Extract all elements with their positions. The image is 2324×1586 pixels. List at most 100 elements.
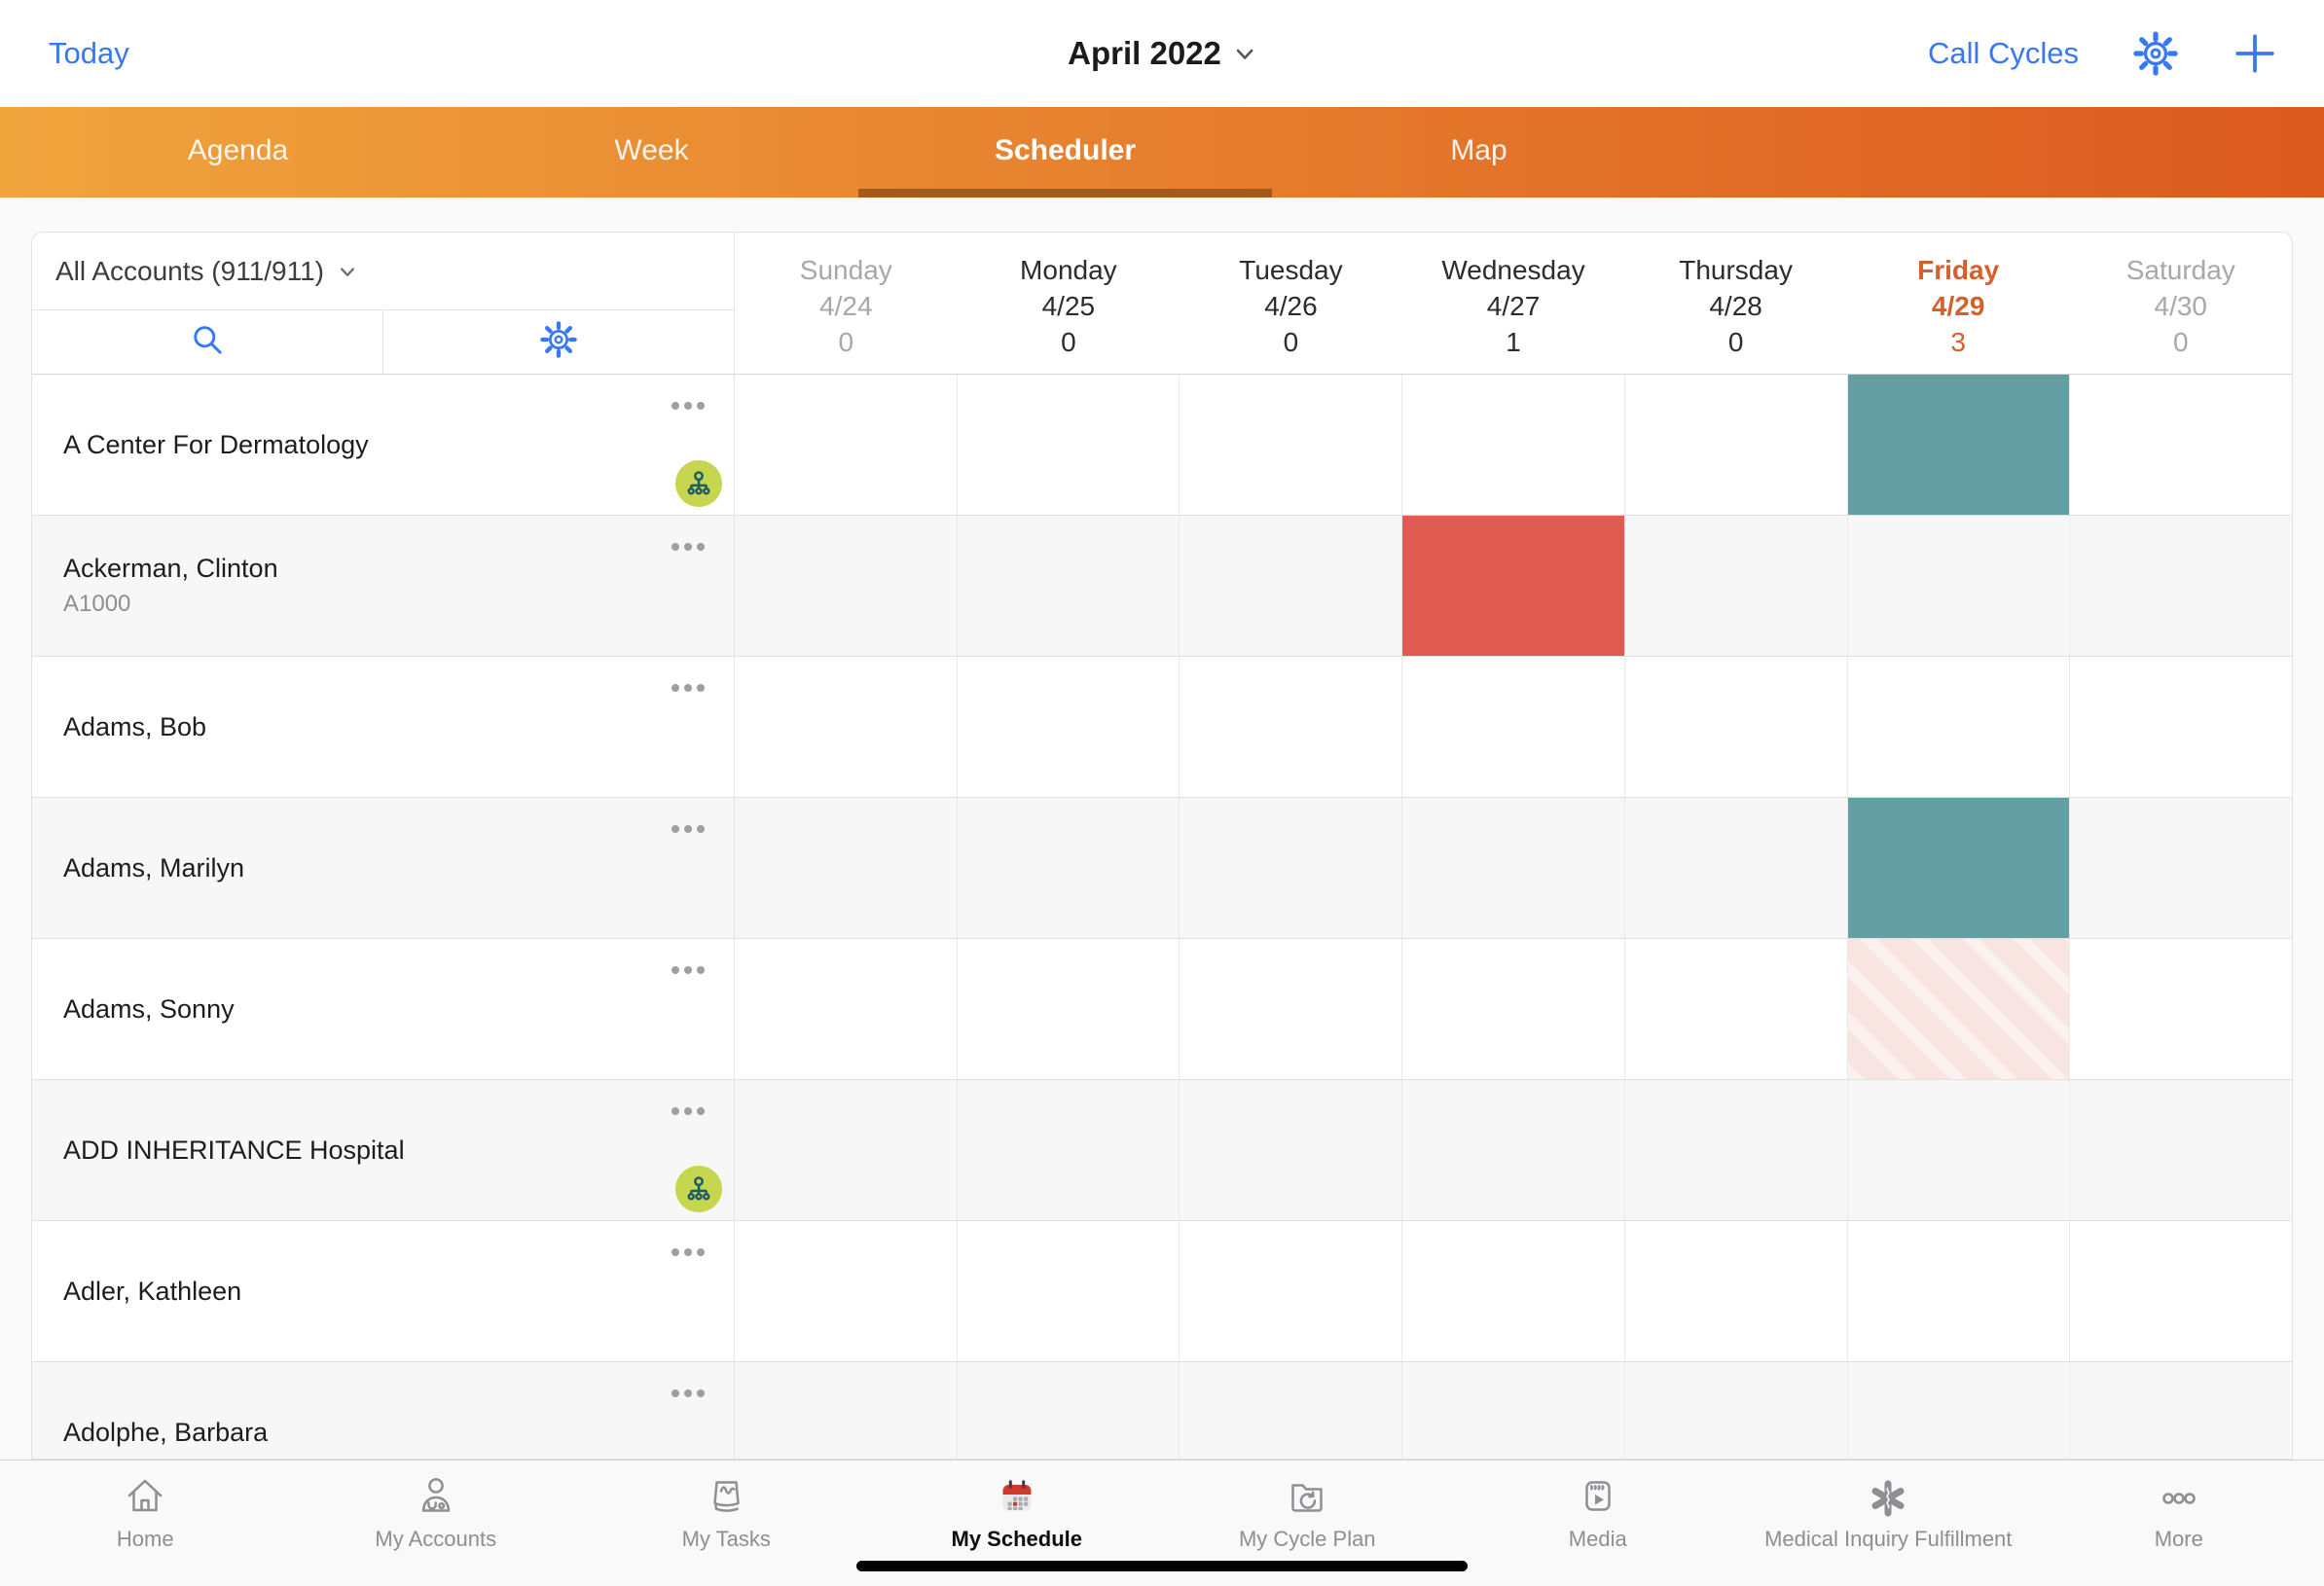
schedule-cell-ackerman-clinton-thursday[interactable]: [1623, 516, 1847, 656]
schedule-cell-adams-sonny-wednesday[interactable]: [1401, 939, 1624, 1079]
schedule-cell-adams-marilyn-tuesday[interactable]: [1179, 798, 1401, 938]
schedule-cell-ackerman-clinton-tuesday[interactable]: [1179, 516, 1401, 656]
schedule-cell-ackerman-clinton-sunday[interactable]: [735, 516, 957, 656]
nav-item-my-tasks[interactable]: My Tasks: [581, 1460, 872, 1586]
row-actions-ellipsis-icon[interactable]: [666, 1243, 710, 1262]
account-cell-adams-bob[interactable]: Adams, Bob: [32, 657, 735, 797]
event-block-suggested[interactable]: [1847, 939, 2070, 1079]
nav-item-my-accounts[interactable]: My Accounts: [291, 1460, 582, 1586]
schedule-cell-adolphe-barbara-tuesday[interactable]: [1179, 1362, 1401, 1459]
call-cycles-button[interactable]: Call Cycles: [1927, 36, 2079, 70]
row-actions-ellipsis-icon[interactable]: [666, 396, 710, 415]
schedule-cell-adams-marilyn-wednesday[interactable]: [1401, 798, 1624, 938]
org-affiliation-icon[interactable]: [675, 1166, 722, 1212]
nav-item-media[interactable]: Media: [1453, 1460, 1744, 1586]
schedule-cell-adams-marilyn-sunday[interactable]: [735, 798, 957, 938]
schedule-cell-adolphe-barbara-sunday[interactable]: [735, 1362, 957, 1459]
schedule-cell-a-center-for-dermatology-friday[interactable]: [1846, 375, 2070, 515]
schedule-cell-add-inheritance-hospital-saturday[interactable]: [2069, 1080, 2292, 1220]
schedule-cell-a-center-for-dermatology-tuesday[interactable]: [1179, 375, 1401, 515]
schedule-cell-add-inheritance-hospital-thursday[interactable]: [1623, 1080, 1847, 1220]
schedule-cell-ackerman-clinton-monday[interactable]: [956, 516, 1180, 656]
schedule-cell-adler-kathleen-sunday[interactable]: [735, 1221, 957, 1361]
account-filter-dropdown[interactable]: All Accounts (911/911): [32, 233, 734, 310]
month-selector[interactable]: April 2022: [1068, 35, 1256, 72]
day-header-friday[interactable]: Friday 4/29 3: [1847, 233, 2070, 374]
schedule-cell-adams-bob-thursday[interactable]: [1623, 657, 1847, 797]
schedule-cell-adams-sonny-thursday[interactable]: [1623, 939, 1847, 1079]
nav-item-more[interactable]: More: [2034, 1460, 2324, 1586]
add-plus-icon[interactable]: [2233, 31, 2277, 76]
schedule-cell-adler-kathleen-tuesday[interactable]: [1179, 1221, 1401, 1361]
schedule-cell-a-center-for-dermatology-wednesday[interactable]: [1401, 375, 1624, 515]
account-cell-adler-kathleen[interactable]: Adler, Kathleen: [32, 1221, 735, 1361]
home-indicator[interactable]: [856, 1561, 1468, 1571]
nav-item-my-cycle-plan[interactable]: My Cycle Plan: [1162, 1460, 1453, 1586]
row-actions-ellipsis-icon[interactable]: [666, 678, 710, 698]
schedule-cell-adams-sonny-saturday[interactable]: [2069, 939, 2292, 1079]
schedule-cell-ackerman-clinton-saturday[interactable]: [2069, 516, 2292, 656]
schedule-cell-adams-bob-monday[interactable]: [956, 657, 1180, 797]
tab-map[interactable]: Map: [1450, 134, 1507, 166]
day-header-sunday[interactable]: Sunday 4/24 0: [735, 233, 958, 374]
schedule-cell-adolphe-barbara-monday[interactable]: [956, 1362, 1180, 1459]
day-header-monday[interactable]: Monday 4/25 0: [958, 233, 1180, 374]
nav-item-my-schedule[interactable]: My Schedule: [872, 1460, 1163, 1586]
schedule-cell-adams-marilyn-thursday[interactable]: [1623, 798, 1847, 938]
account-cell-ackerman-clinton[interactable]: Ackerman, Clinton A1000: [32, 516, 735, 656]
nav-item-home[interactable]: Home: [0, 1460, 291, 1586]
settings-gear-icon[interactable]: [2133, 31, 2178, 76]
event-block-scheduled[interactable]: [1847, 375, 2070, 515]
schedule-cell-adolphe-barbara-wednesday[interactable]: [1401, 1362, 1624, 1459]
schedule-cell-adler-kathleen-monday[interactable]: [956, 1221, 1180, 1361]
day-header-tuesday[interactable]: Tuesday 4/26 0: [1180, 233, 1402, 374]
schedule-cell-adolphe-barbara-friday[interactable]: [1846, 1362, 2070, 1459]
schedule-cell-add-inheritance-hospital-monday[interactable]: [956, 1080, 1180, 1220]
schedule-cell-adams-bob-wednesday[interactable]: [1401, 657, 1624, 797]
row-actions-ellipsis-icon[interactable]: [666, 819, 710, 839]
list-settings-button[interactable]: [383, 310, 734, 374]
schedule-cell-adams-sonny-sunday[interactable]: [735, 939, 957, 1079]
row-actions-ellipsis-icon[interactable]: [666, 1101, 710, 1121]
tab-week[interactable]: Week: [614, 134, 689, 166]
schedule-cell-adams-sonny-tuesday[interactable]: [1179, 939, 1401, 1079]
day-header-wednesday[interactable]: Wednesday 4/27 1: [1402, 233, 1625, 374]
row-actions-ellipsis-icon[interactable]: [666, 960, 710, 980]
row-actions-ellipsis-icon[interactable]: [666, 537, 710, 557]
schedule-cell-a-center-for-dermatology-sunday[interactable]: [735, 375, 957, 515]
account-cell-a-center-for-dermatology[interactable]: A Center For Dermatology: [32, 375, 735, 515]
schedule-cell-adler-kathleen-thursday[interactable]: [1623, 1221, 1847, 1361]
schedule-cell-adams-bob-sunday[interactable]: [735, 657, 957, 797]
schedule-cell-add-inheritance-hospital-friday[interactable]: [1846, 1080, 2070, 1220]
schedule-cell-add-inheritance-hospital-wednesday[interactable]: [1401, 1080, 1624, 1220]
schedule-cell-adams-bob-saturday[interactable]: [2069, 657, 2292, 797]
schedule-cell-adolphe-barbara-saturday[interactable]: [2069, 1362, 2292, 1459]
schedule-cell-ackerman-clinton-friday[interactable]: [1846, 516, 2070, 656]
schedule-cell-add-inheritance-hospital-tuesday[interactable]: [1179, 1080, 1401, 1220]
schedule-cell-adolphe-barbara-thursday[interactable]: [1623, 1362, 1847, 1459]
account-cell-adams-marilyn[interactable]: Adams, Marilyn: [32, 798, 735, 938]
day-header-saturday[interactable]: Saturday 4/30 0: [2069, 233, 2292, 374]
search-button[interactable]: [32, 310, 383, 374]
schedule-cell-adams-bob-friday[interactable]: [1846, 657, 2070, 797]
schedule-cell-adams-sonny-friday[interactable]: [1846, 939, 2070, 1079]
event-block-scheduled[interactable]: [1847, 798, 2070, 938]
schedule-cell-a-center-for-dermatology-monday[interactable]: [956, 375, 1180, 515]
schedule-cell-adams-marilyn-monday[interactable]: [956, 798, 1180, 938]
account-cell-adolphe-barbara[interactable]: Adolphe, Barbara: [32, 1362, 735, 1459]
schedule-cell-adams-sonny-monday[interactable]: [956, 939, 1180, 1079]
nav-item-medical-inquiry-fulfillment[interactable]: Medical Inquiry Fulfillment: [1743, 1460, 2034, 1586]
schedule-cell-add-inheritance-hospital-sunday[interactable]: [735, 1080, 957, 1220]
today-button[interactable]: Today: [49, 36, 129, 70]
schedule-cell-a-center-for-dermatology-saturday[interactable]: [2069, 375, 2292, 515]
row-actions-ellipsis-icon[interactable]: [666, 1384, 710, 1403]
account-cell-add-inheritance-hospital[interactable]: ADD INHERITANCE Hospital: [32, 1080, 735, 1220]
tab-scheduler[interactable]: Scheduler: [994, 134, 1137, 166]
account-cell-adams-sonny[interactable]: Adams, Sonny: [32, 939, 735, 1079]
org-affiliation-icon[interactable]: [675, 460, 722, 507]
tab-agenda[interactable]: Agenda: [187, 134, 289, 166]
schedule-cell-a-center-for-dermatology-thursday[interactable]: [1623, 375, 1847, 515]
day-header-thursday[interactable]: Thursday 4/28 0: [1624, 233, 1847, 374]
schedule-cell-adams-marilyn-friday[interactable]: [1846, 798, 2070, 938]
schedule-cell-adler-kathleen-friday[interactable]: [1846, 1221, 2070, 1361]
